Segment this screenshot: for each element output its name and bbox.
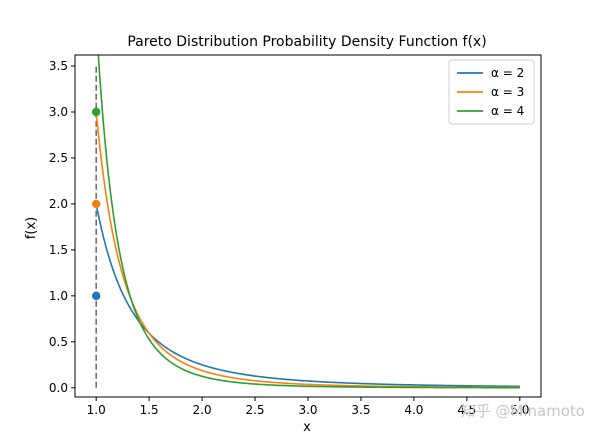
x-tick-label: 5.0	[510, 403, 529, 417]
y-tick-label: 3.0	[49, 105, 68, 119]
series-start-point-3	[91, 107, 101, 117]
series-line-1	[95, 203, 520, 388]
y-tick-label: 2.0	[49, 197, 68, 211]
y-tick-label: 3.5	[49, 59, 68, 73]
y-axis-label: f(x)	[24, 217, 39, 239]
legend-label-3: α = 4	[491, 104, 524, 118]
series-start-point-2	[91, 199, 101, 209]
x-tick-label: 4.0	[404, 403, 423, 417]
legend-box	[448, 59, 535, 125]
x-axis-label: x	[303, 420, 311, 435]
y-tick-label: 1.5	[49, 243, 68, 257]
series-start-point-1	[91, 291, 101, 301]
y-axis-ticks: 0.0 0.5 1.0 1.5 2.0 2.5 3.0 3.5	[49, 59, 75, 395]
x-tick-label: 2.5	[245, 403, 264, 417]
x-axis-ticks: 1.0 1.5 2.0 2.5 3.0 3.5 4.0 4.5 5.0	[87, 397, 529, 417]
y-tick-label: 0.5	[49, 335, 68, 349]
watermark: 知乎 @Minamoto	[461, 402, 585, 420]
series-line-3	[97, 55, 520, 389]
y-tick-label: 2.5	[49, 151, 68, 165]
x-tick-label: 2.0	[193, 403, 212, 417]
y-tick-label: 1.0	[49, 289, 68, 303]
x-tick-label: 1.5	[140, 403, 159, 417]
plot-area	[91, 55, 520, 389]
legend-label-1: α = 2	[491, 66, 524, 80]
legend-label-2: α = 3	[491, 85, 524, 99]
x-tick-label: 4.5	[457, 403, 476, 417]
x-tick-label: 3.5	[351, 403, 370, 417]
y-tick-label: 0.0	[49, 381, 68, 395]
x-tick-label: 3.0	[298, 403, 317, 417]
series-line-2	[95, 111, 520, 389]
legend: α = 2 α = 3 α = 4	[448, 59, 535, 125]
x-tick-label: 1.0	[87, 403, 106, 417]
chart-title: Pareto Distribution Probability Density …	[127, 34, 486, 50]
